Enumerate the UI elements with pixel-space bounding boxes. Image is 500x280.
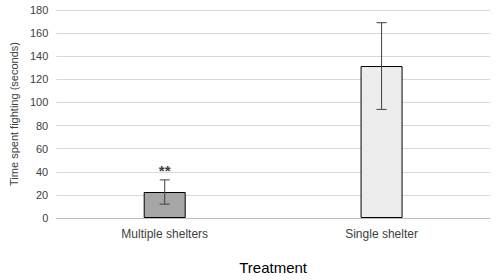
svg-text:Multiple shelters: Multiple shelters bbox=[121, 227, 208, 241]
svg-text:**: ** bbox=[159, 162, 171, 179]
svg-text:120: 120 bbox=[30, 73, 48, 85]
svg-text:Time spent fighting (seconds): Time spent fighting (seconds) bbox=[8, 42, 20, 186]
svg-text:20: 20 bbox=[36, 189, 48, 201]
svg-text:Treatment: Treatment bbox=[239, 259, 308, 276]
svg-text:180: 180 bbox=[30, 4, 48, 16]
svg-text:160: 160 bbox=[30, 27, 48, 39]
svg-text:100: 100 bbox=[30, 96, 48, 108]
svg-text:60: 60 bbox=[36, 143, 48, 155]
svg-text:80: 80 bbox=[36, 120, 48, 132]
svg-text:140: 140 bbox=[30, 50, 48, 62]
svg-text:40: 40 bbox=[36, 166, 48, 178]
svg-text:0: 0 bbox=[42, 212, 48, 224]
svg-text:Single shelter: Single shelter bbox=[345, 227, 418, 241]
